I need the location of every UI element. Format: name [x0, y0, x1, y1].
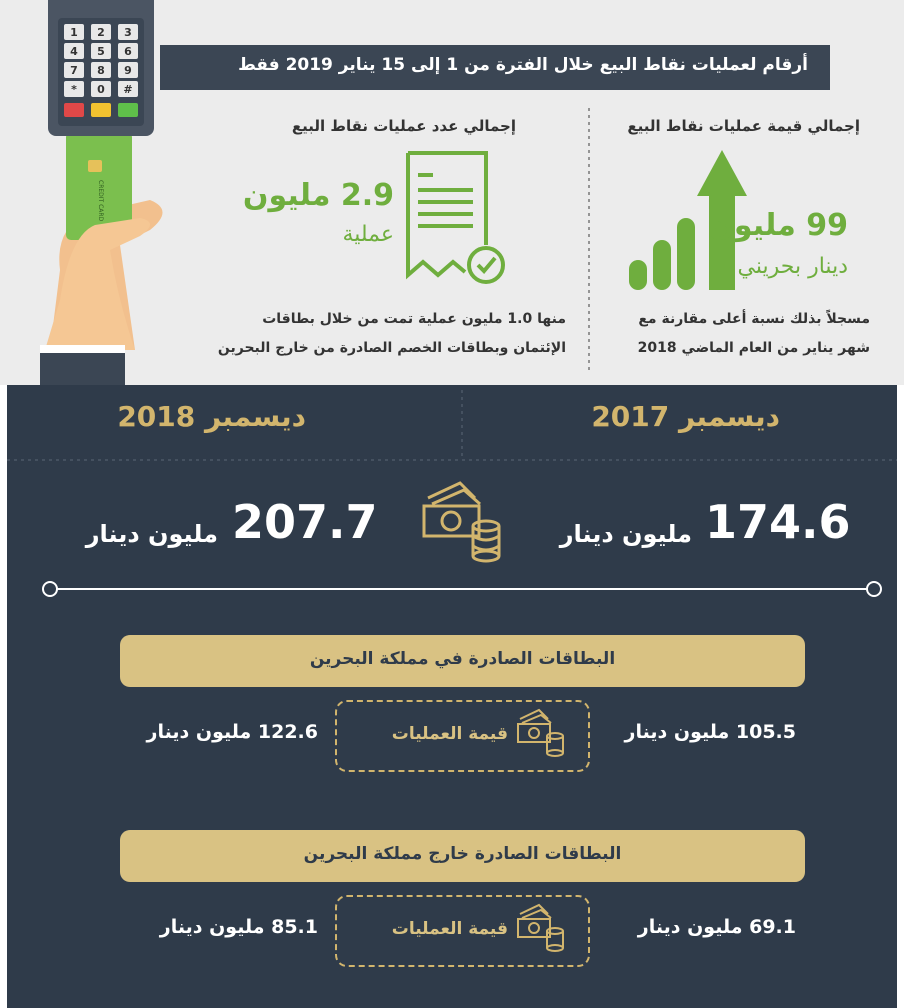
total-number: 174.6 — [705, 495, 851, 549]
key-label: 1 — [70, 26, 78, 39]
key-label: 7 — [70, 64, 78, 77]
section-bar: البطاقات الصادرة خارج مملكة البحرين — [120, 830, 805, 882]
count-note: منها 1.0 مليون عملية تمت من خلال بطاقات … — [218, 305, 566, 363]
period: ديسمبر 2017 — [591, 400, 780, 433]
value-heading: إجمالي قيمة عمليات نقاط البيع — [627, 117, 860, 135]
total-unit: مليون دينار — [560, 520, 692, 548]
section-label: قيمة العمليات — [392, 919, 508, 939]
note-line: شهر يناير من العام الماضي 2018 — [638, 334, 870, 363]
card-chip — [88, 160, 102, 172]
money-icon — [420, 478, 505, 563]
key-label: # — [123, 83, 132, 96]
cancel-key — [64, 103, 84, 117]
section-title: البطاقات الصادرة خارج مملكة البحرين — [120, 844, 805, 864]
timeline — [40, 578, 885, 600]
clear-key — [91, 103, 111, 117]
card-label: CREDIT CARD — [97, 180, 104, 222]
key-label: 9 — [124, 64, 132, 77]
enter-key — [118, 103, 138, 117]
total-unit: مليون دينار — [86, 520, 218, 548]
receipt-icon — [403, 150, 508, 290]
section-value: 85.1 مليون دينار — [160, 916, 318, 938]
value-amount: 99 مليون — [708, 208, 848, 243]
title: أرقام لعمليات نقاط البيع خلال الفترة من … — [238, 55, 808, 75]
money-icon — [515, 707, 567, 759]
section-title: البطاقات الصادرة في مملكة البحرين — [120, 649, 805, 669]
note-line: منها 1.0 مليون عملية تمت من خلال بطاقات — [218, 305, 566, 334]
count-amount: 2.9 مليون — [243, 178, 394, 213]
key-label: * — [71, 83, 77, 96]
note-line: مسجلاً بذلك نسبة أعلى مقارنة مع — [638, 305, 870, 334]
title-bar: أرقام لعمليات نقاط البيع خلال الفترة من … — [160, 45, 830, 90]
total-number: 207.7 — [232, 495, 378, 549]
note-line: الإئتمان وبطاقات الخصم الصادرة من خارج ا… — [218, 334, 566, 363]
section-value: 105.5 مليون دينار — [625, 721, 796, 743]
key-label: 5 — [97, 45, 105, 58]
cuff — [40, 345, 125, 353]
infographic: CREDIT CARD 1 2 3 4 5 6 7 8 9 * 0 # أرقام لعمليات ن… — [0, 0, 904, 1008]
section-bar: البطاقات الصادرة في مملكة البحرين — [120, 635, 805, 687]
divider — [587, 108, 591, 373]
value-unit: دينار بحريني — [738, 254, 848, 279]
value-note: مسجلاً بذلك نسبة أعلى مقارنة مع شهر يناي… — [638, 305, 870, 363]
key-label: 3 — [124, 26, 132, 39]
key-label: 2 — [97, 26, 105, 39]
key-label: 0 — [97, 83, 105, 96]
period: ديسمبر 2018 — [117, 400, 306, 433]
key-label: 4 — [70, 45, 78, 58]
section-value: 69.1 مليون دينار — [638, 916, 796, 938]
section-label: قيمة العمليات — [392, 724, 508, 744]
pos-terminal: CREDIT CARD 1 2 3 4 5 6 7 8 9 * 0 # — [0, 0, 170, 385]
count-heading: إجمالي عدد عمليات نقاط البيع — [292, 117, 516, 135]
money-icon — [515, 902, 567, 954]
count-unit: عملية — [342, 222, 394, 247]
key-label: 8 — [97, 64, 105, 77]
section-value: 122.6 مليون دينار — [147, 721, 318, 743]
key-label: 6 — [124, 45, 132, 58]
